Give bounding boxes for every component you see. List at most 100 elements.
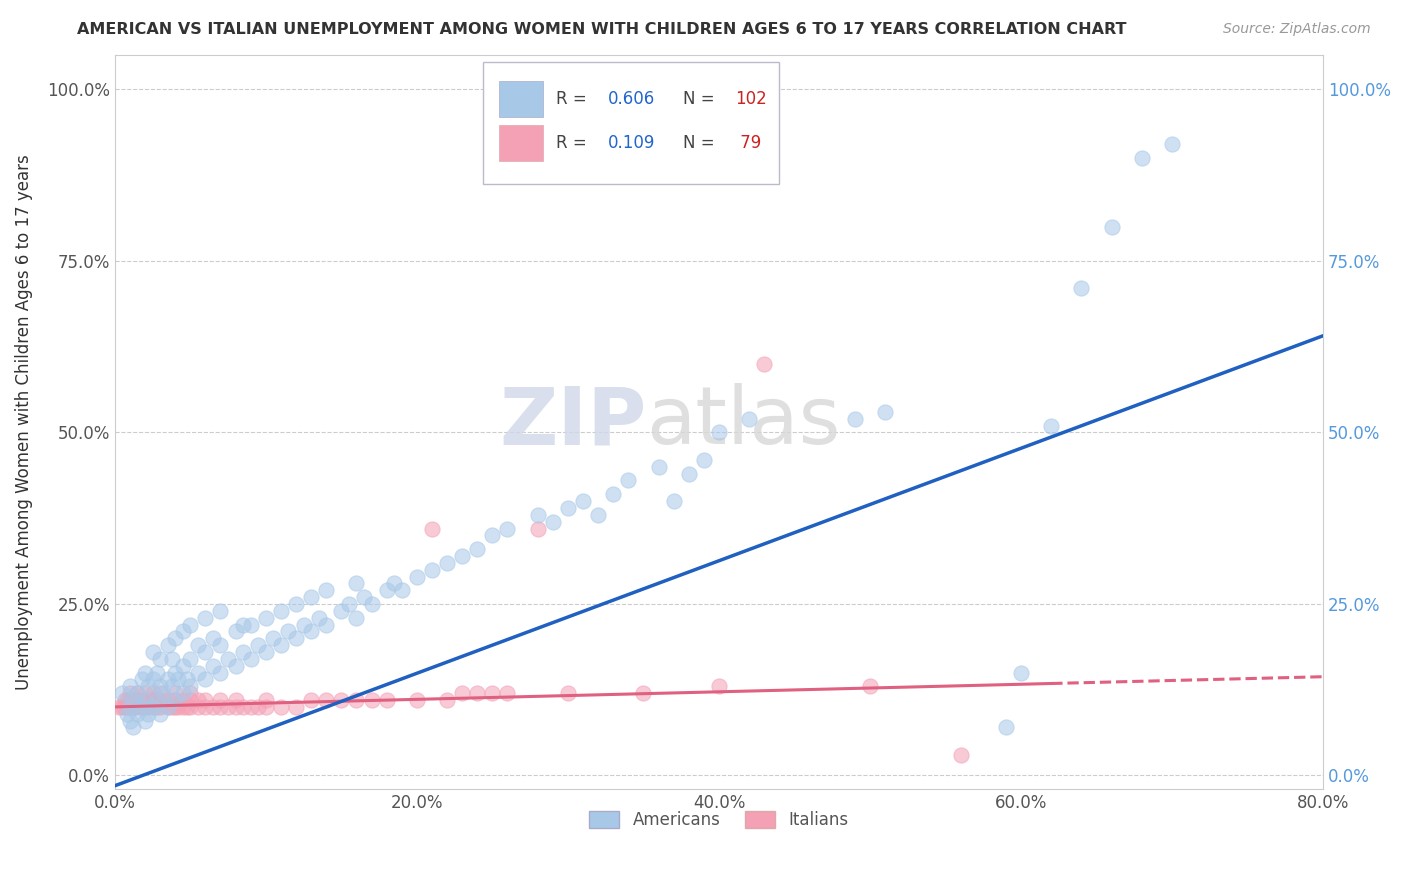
Point xyxy=(451,686,474,700)
Point xyxy=(141,699,163,714)
Point xyxy=(149,679,172,693)
FancyBboxPatch shape xyxy=(499,125,543,161)
Point xyxy=(160,679,183,693)
Point xyxy=(217,699,239,714)
Point xyxy=(285,632,308,646)
Point xyxy=(209,693,232,707)
Point xyxy=(118,686,141,700)
Point xyxy=(1161,137,1184,152)
Point xyxy=(172,686,194,700)
Point xyxy=(122,693,145,707)
Point xyxy=(994,721,1017,735)
Point xyxy=(167,673,190,687)
Point xyxy=(1101,219,1123,234)
Text: R =: R = xyxy=(555,134,592,153)
Text: AMERICAN VS ITALIAN UNEMPLOYMENT AMONG WOMEN WITH CHILDREN AGES 6 TO 17 YEARS CO: AMERICAN VS ITALIAN UNEMPLOYMENT AMONG W… xyxy=(77,22,1126,37)
Point xyxy=(127,706,149,721)
Point xyxy=(678,467,700,481)
Point xyxy=(176,673,198,687)
Point xyxy=(420,563,443,577)
Point xyxy=(149,652,172,666)
Point xyxy=(165,665,187,680)
Point xyxy=(136,693,159,707)
Point xyxy=(115,706,138,721)
Text: ZIP: ZIP xyxy=(499,384,647,461)
Point xyxy=(134,686,156,700)
Point xyxy=(131,699,153,714)
Point xyxy=(496,522,519,536)
Point xyxy=(179,679,201,693)
Point xyxy=(179,617,201,632)
Point xyxy=(346,576,368,591)
Point xyxy=(118,699,141,714)
Point xyxy=(375,583,398,598)
Point xyxy=(156,699,179,714)
Point xyxy=(262,632,284,646)
Point xyxy=(117,699,139,714)
Point xyxy=(179,652,201,666)
Point xyxy=(156,638,179,652)
Point xyxy=(209,604,232,618)
Point xyxy=(176,699,198,714)
Text: N =: N = xyxy=(683,90,720,108)
Text: 0.109: 0.109 xyxy=(607,134,655,153)
Point xyxy=(360,597,382,611)
Point xyxy=(353,590,375,604)
Point xyxy=(1010,665,1032,680)
Point xyxy=(136,706,159,721)
FancyBboxPatch shape xyxy=(484,62,779,184)
Point xyxy=(254,693,277,707)
Point xyxy=(201,699,224,714)
Point xyxy=(165,693,187,707)
Legend: Americans, Italians: Americans, Italians xyxy=(582,805,855,836)
Point xyxy=(149,699,172,714)
Point xyxy=(754,357,776,371)
Point xyxy=(179,699,201,714)
Point xyxy=(134,714,156,728)
Point xyxy=(526,522,548,536)
Point xyxy=(526,508,548,522)
Point xyxy=(187,665,209,680)
Point xyxy=(118,714,141,728)
Point xyxy=(247,638,270,652)
Point xyxy=(465,542,488,557)
Point xyxy=(270,699,292,714)
Point xyxy=(572,494,595,508)
Point xyxy=(165,632,187,646)
Point xyxy=(217,652,239,666)
Text: N =: N = xyxy=(683,134,720,153)
Point xyxy=(315,693,337,707)
Point xyxy=(225,658,247,673)
Text: 79: 79 xyxy=(735,134,761,153)
Point xyxy=(586,508,609,522)
Point xyxy=(134,699,156,714)
Point xyxy=(131,699,153,714)
Point xyxy=(299,590,322,604)
Point xyxy=(337,597,360,611)
Point xyxy=(165,699,187,714)
Point xyxy=(375,693,398,707)
Point xyxy=(225,699,247,714)
Text: 0.606: 0.606 xyxy=(607,90,655,108)
Point xyxy=(315,617,337,632)
Point xyxy=(346,610,368,624)
Point xyxy=(557,686,579,700)
Point xyxy=(156,673,179,687)
Point xyxy=(602,487,624,501)
Point xyxy=(541,515,564,529)
Point xyxy=(308,610,330,624)
Point xyxy=(247,699,270,714)
Point xyxy=(436,556,458,570)
Point xyxy=(557,500,579,515)
Point xyxy=(662,494,685,508)
Point xyxy=(156,693,179,707)
Point xyxy=(122,693,145,707)
Point xyxy=(225,693,247,707)
Point xyxy=(131,693,153,707)
Point xyxy=(127,686,149,700)
Point xyxy=(134,693,156,707)
Point xyxy=(146,665,169,680)
Point xyxy=(239,699,262,714)
Point xyxy=(707,679,730,693)
Point xyxy=(277,624,299,639)
